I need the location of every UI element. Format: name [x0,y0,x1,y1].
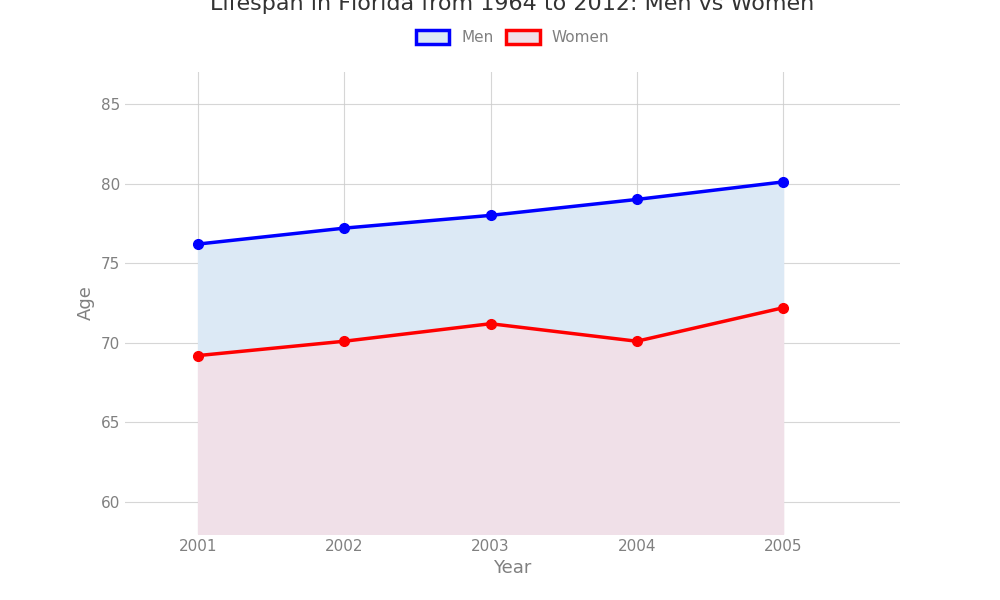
Women [485,320,497,328]
Men [777,178,789,185]
Men [631,196,643,203]
Women [192,352,204,359]
Legend: Men, Women: Men, Women [410,24,615,52]
Line: Men: Men [193,177,788,249]
Men [338,224,350,232]
X-axis label: Year: Year [493,559,532,577]
Women [631,338,643,345]
Line: Women: Women [193,303,788,361]
Men [485,212,497,219]
Women [338,338,350,345]
Women [777,304,789,311]
Title: Lifespan in Florida from 1964 to 2012: Men vs Women: Lifespan in Florida from 1964 to 2012: M… [210,0,815,13]
Y-axis label: Age: Age [77,286,95,320]
Men [192,241,204,248]
